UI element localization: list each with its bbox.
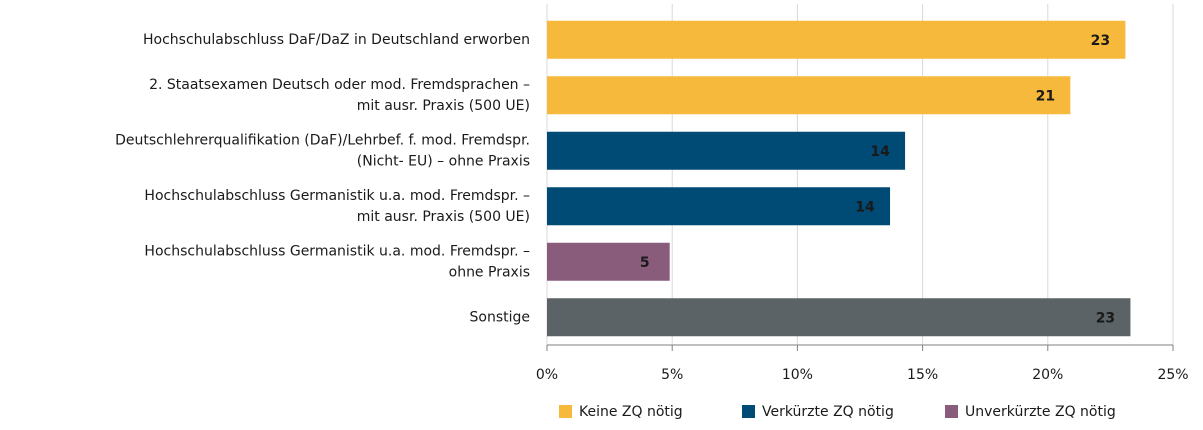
legend-swatch: [559, 405, 572, 418]
data-label: 14: [855, 199, 875, 215]
category-label: Deutschlehrerqualifikation (DaF)/Lehrbef…: [115, 132, 530, 148]
x-tick-label: 10%: [782, 367, 813, 383]
legend-label: Keine ZQ nötig: [579, 404, 683, 420]
x-tick-label: 0%: [536, 367, 558, 383]
category-label: Hochschulabschluss Germanistik u.a. mod.…: [144, 243, 530, 259]
category-label: Sonstige: [470, 309, 531, 325]
category-label: ohne Praxis: [449, 264, 530, 280]
bar: [547, 242, 670, 281]
x-tick-label: 5%: [661, 367, 683, 383]
legend-swatch: [742, 405, 755, 418]
category-label: (Nicht- EU) – ohne Praxis: [357, 153, 530, 169]
category-label: mit ausr. Praxis (500 UE): [357, 209, 530, 225]
legend-label: Unverkürzte ZQ nötig: [965, 404, 1116, 420]
category-label: Hochschulabschluss Germanistik u.a. mod.…: [144, 188, 530, 204]
data-label: 14: [870, 144, 890, 160]
bar: [547, 131, 906, 170]
bar: [547, 20, 1126, 59]
x-tick-label: 25%: [1157, 367, 1188, 383]
category-label: Hochschulabschluss DaF/DaZ in Deutschlan…: [143, 32, 530, 48]
x-tick-label: 15%: [907, 367, 938, 383]
legend-swatch: [945, 405, 958, 418]
data-label: 23: [1091, 33, 1110, 49]
legend-label: Verkürzte ZQ nötig: [762, 404, 894, 420]
bar: [547, 187, 891, 226]
x-tick-label: 20%: [1032, 367, 1063, 383]
data-label: 21: [1036, 88, 1055, 104]
data-label: 23: [1096, 310, 1115, 326]
bar: [547, 76, 1071, 115]
category-label: mit ausr. Praxis (500 UE): [357, 98, 530, 114]
category-label: 2. Staatsexamen Deutsch oder mod. Fremds…: [149, 77, 530, 93]
data-label: 5: [640, 255, 650, 271]
bar: [547, 298, 1131, 337]
